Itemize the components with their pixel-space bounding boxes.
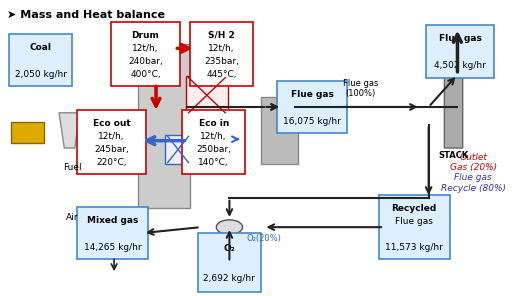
Text: 400°C,: 400°C, [130,70,161,79]
Text: Mixed gas: Mixed gas [87,216,139,225]
Text: 240bar,: 240bar, [128,57,163,66]
FancyBboxPatch shape [190,22,253,86]
Text: 12t/h,: 12t/h, [208,44,235,53]
FancyBboxPatch shape [138,44,190,208]
Text: 2,692 kg/hr: 2,692 kg/hr [203,274,256,283]
FancyBboxPatch shape [182,110,245,174]
Text: 445°C,: 445°C, [206,70,237,79]
FancyBboxPatch shape [186,76,228,114]
FancyBboxPatch shape [261,97,298,164]
Text: Flue gas: Flue gas [395,217,433,226]
Text: Fuel: Fuel [63,163,82,172]
Text: O₂(20%): O₂(20%) [246,234,281,243]
Text: 2,050 kg/hr: 2,050 kg/hr [15,70,67,79]
Text: 12t/h,: 12t/h, [200,132,227,141]
Text: S/H 2: S/H 2 [208,31,235,40]
Text: Outlet
Gas (20%): Outlet Gas (20%) [450,153,497,172]
Text: 235bar,: 235bar, [204,57,239,66]
Text: 250bar,: 250bar, [196,145,231,154]
Polygon shape [444,66,463,148]
Text: 11,573 kg/hr: 11,573 kg/hr [385,243,443,252]
Text: Coal: Coal [30,43,52,52]
Circle shape [216,220,242,234]
Text: 12t/h,: 12t/h, [98,132,125,141]
FancyBboxPatch shape [77,207,148,259]
Text: 16,075 kg/hr: 16,075 kg/hr [283,117,341,126]
Text: Flue gas: Flue gas [290,90,334,99]
FancyBboxPatch shape [426,25,494,78]
Text: Recycled: Recycled [392,204,437,213]
Text: 140°C,: 140°C, [198,158,229,167]
FancyBboxPatch shape [11,123,44,143]
Text: O₂: O₂ [223,244,235,252]
Polygon shape [59,113,80,148]
Text: Drum: Drum [132,31,160,40]
FancyBboxPatch shape [165,135,191,164]
FancyBboxPatch shape [77,110,145,174]
Text: STACK: STACK [438,151,469,160]
Text: 220°C,: 220°C, [96,158,126,167]
Text: 4,502 kg/hr: 4,502 kg/hr [434,61,486,70]
FancyBboxPatch shape [198,233,261,292]
Text: Eco out: Eco out [93,119,130,128]
Text: Flue gas
(100%): Flue gas (100%) [343,79,378,98]
Text: Flue gas: Flue gas [438,34,482,43]
Text: 12t/h,: 12t/h, [132,44,159,53]
Text: 245bar,: 245bar, [94,145,129,154]
FancyBboxPatch shape [379,195,450,259]
Text: Eco in: Eco in [199,119,229,128]
FancyBboxPatch shape [9,34,72,86]
FancyBboxPatch shape [112,22,180,86]
Text: Air: Air [66,213,79,221]
FancyBboxPatch shape [277,81,347,133]
Text: ➤ Mass and Heat balance: ➤ Mass and Heat balance [7,10,164,20]
Text: Flue gas
Recycle (80%): Flue gas Recycle (80%) [441,173,506,193]
Text: 14,265 kg/hr: 14,265 kg/hr [84,243,142,252]
